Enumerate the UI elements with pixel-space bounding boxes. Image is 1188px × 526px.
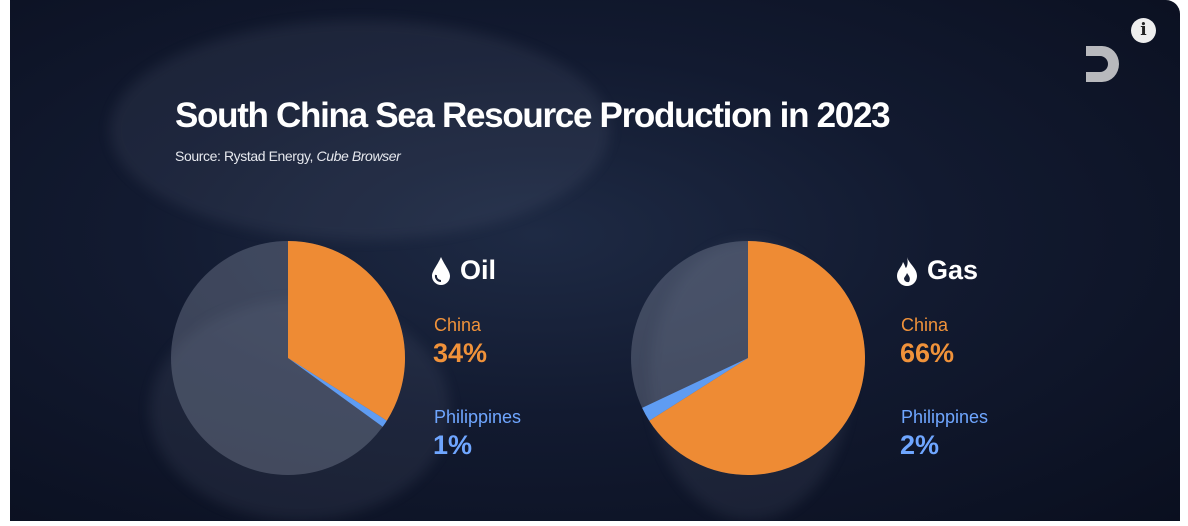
- gas-pie: [631, 241, 865, 475]
- gas-heading: Gas: [895, 255, 978, 286]
- gas-china-value: 66%: [900, 338, 955, 368]
- bloomberg-logo: [1086, 46, 1119, 82]
- source-note: Source: Rystad Energy, Cube Browser: [175, 148, 401, 164]
- pie-slice-philippines: [288, 358, 387, 427]
- oil-china-label: China: [434, 315, 482, 335]
- chart-title: South China Sea Resource Production in 2…: [175, 96, 891, 135]
- pie-slice-philippines: [642, 358, 748, 421]
- gas-title: Gas: [927, 255, 979, 285]
- gas-philippines-value: 2%: [900, 430, 940, 460]
- oil-title: Oil: [460, 255, 497, 285]
- oil-china-value: 34%: [433, 338, 488, 368]
- info-button[interactable]: i: [1131, 18, 1156, 43]
- oil-pie: [171, 241, 405, 475]
- gas-china-label: China: [901, 315, 949, 335]
- pie-slice-china: [649, 241, 865, 475]
- pie-slice-china: [288, 241, 405, 421]
- oil-philippines-value: 1%: [433, 430, 473, 460]
- map-land: [110, 20, 610, 240]
- oil-drop-icon: [432, 256, 450, 285]
- flame-icon: [897, 256, 917, 286]
- oil-heading: Oil: [430, 255, 496, 286]
- source-text: Source: Rystad Energy,: [175, 148, 317, 164]
- source-italic: Cube Browser: [316, 148, 401, 164]
- oil-philippines-label: Philippines: [434, 407, 522, 427]
- gas-philippines-label: Philippines: [901, 407, 989, 427]
